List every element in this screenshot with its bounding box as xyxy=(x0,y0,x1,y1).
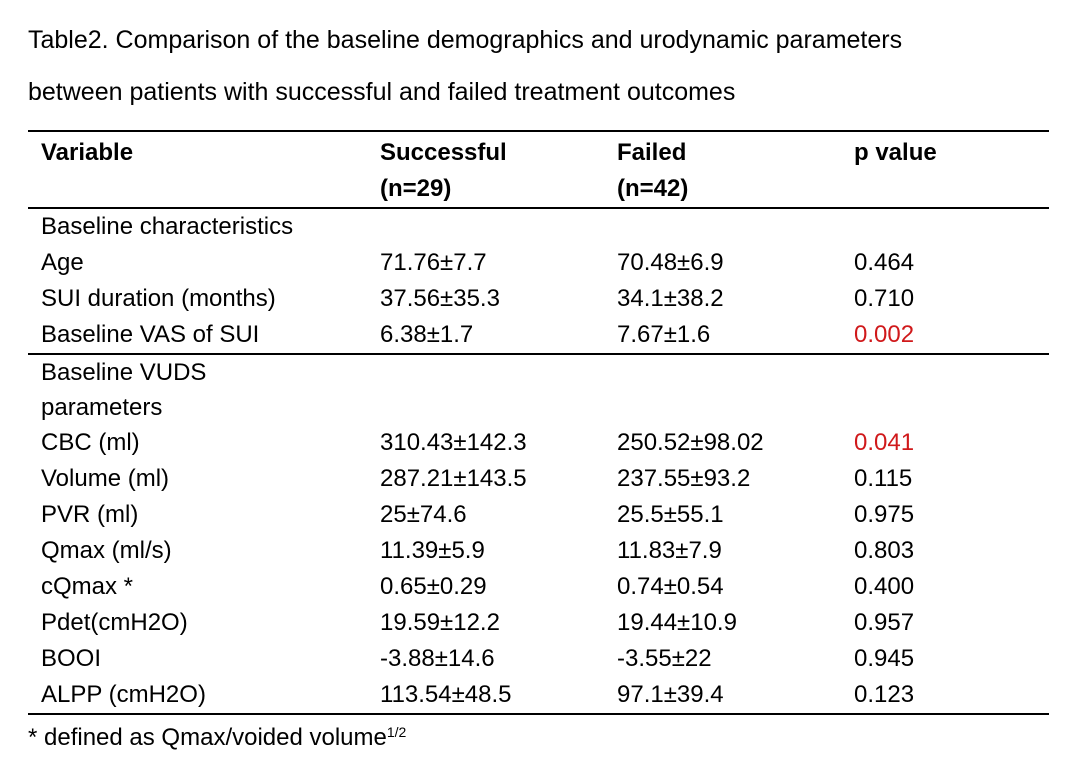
cell-failed: 237.55±93.2 xyxy=(617,465,751,492)
header-failed: Failed (n=42) xyxy=(617,139,689,202)
cell-p-value: 0.115 xyxy=(854,465,913,492)
cell-p-value: 0.464 xyxy=(854,249,915,276)
empty-cell xyxy=(604,354,841,425)
cell-variable: Qmax (ml/s) xyxy=(41,537,172,564)
cell-p-value: 0.710 xyxy=(854,285,915,312)
cell-p-value: 0.123 xyxy=(854,681,915,708)
table-row: cQmax * 0.65±0.29 0.74±0.54 0.400 xyxy=(28,569,1049,605)
cell-variable: CBC (ml) xyxy=(41,429,140,456)
cell-successful: 310.43±142.3 xyxy=(380,429,527,456)
cell-failed: 11.83±7.9 xyxy=(617,537,722,564)
cell-p-value-significant: 0.002 xyxy=(854,321,915,348)
table-row: Age 71.76±7.7 70.48±6.9 0.464 xyxy=(28,245,1049,281)
cell-successful: 6.38±1.7 xyxy=(380,321,474,348)
cell-p-value: 0.975 xyxy=(854,501,915,528)
group-title-baseline-characteristics: Baseline characteristics xyxy=(41,213,294,240)
caption-line-2: between patients with successful and fai… xyxy=(28,78,736,106)
cell-successful: 287.21±143.5 xyxy=(380,465,527,492)
cell-failed: 7.67±1.6 xyxy=(617,321,711,348)
cell-variable: Volume (ml) xyxy=(41,465,170,492)
cell-failed: 0.74±0.54 xyxy=(617,573,724,600)
cell-successful: 19.59±12.2 xyxy=(380,609,500,636)
cell-failed: -3.55±22 xyxy=(617,645,712,672)
group-title-row: Baseline VUDS parameters xyxy=(28,354,1049,425)
group-title-row: Baseline characteristics xyxy=(28,208,1049,245)
table-row: SUI duration (months) 37.56±35.3 34.1±38… xyxy=(28,281,1049,317)
cell-variable: Pdet(cmH2O) xyxy=(41,609,188,636)
footnote-text: * defined as Qmax/voided volume xyxy=(28,724,387,751)
footnote-superscript: 1/2 xyxy=(386,724,407,740)
cell-failed: 34.1±38.2 xyxy=(617,285,724,312)
cell-successful: 113.54±48.5 xyxy=(380,681,512,708)
cell-failed: 19.44±10.9 xyxy=(617,609,737,636)
cell-variable: ALPP (cmH2O) xyxy=(41,681,206,708)
table-caption: Table2. Comparison of the baseline demog… xyxy=(28,14,1058,118)
cell-variable: SUI duration (months) xyxy=(41,285,276,312)
table-row: Qmax (ml/s) 11.39±5.9 11.83±7.9 0.803 xyxy=(28,533,1049,569)
table-row: Baseline VAS of SUI 6.38±1.7 7.67±1.6 0.… xyxy=(28,317,1049,354)
cell-successful: 37.56±35.3 xyxy=(380,285,500,312)
cell-failed: 25.5±55.1 xyxy=(617,501,724,528)
cell-p-value: 0.400 xyxy=(854,573,915,600)
cell-failed: 97.1±39.4 xyxy=(617,681,724,708)
table-row: CBC (ml) 310.43±142.3 250.52±98.02 0.041 xyxy=(28,425,1049,461)
table-row: BOOI -3.88±14.6 -3.55±22 0.945 xyxy=(28,641,1049,677)
table-row: ALPP (cmH2O) 113.54±48.5 97.1±39.4 0.123 xyxy=(28,677,1049,714)
header-p-value: p value xyxy=(854,139,937,166)
empty-cell xyxy=(841,354,1049,425)
cell-p-value: 0.957 xyxy=(854,609,915,636)
cell-p-value: 0.945 xyxy=(854,645,915,672)
header-successful: Successful (n=29) xyxy=(380,139,507,202)
cell-variable: Baseline VAS of SUI xyxy=(41,321,260,348)
table-row: Volume (ml) 287.21±143.5 237.55±93.2 0.1… xyxy=(28,461,1049,497)
cell-successful: -3.88±14.6 xyxy=(380,645,495,672)
cell-successful: 11.39±5.9 xyxy=(380,537,485,564)
comparison-table: Variable Successful (n=29) Failed (n=42) p… xyxy=(28,130,1049,715)
cell-variable: PVR (ml) xyxy=(41,501,139,528)
group-title-baseline-vuds: Baseline VUDS parameters xyxy=(41,359,207,421)
caption-line-1: Table2. Comparison of the baseline demog… xyxy=(28,26,903,54)
cell-successful: 71.76±7.7 xyxy=(380,249,487,276)
cell-p-value-significant: 0.041 xyxy=(854,429,915,456)
header-row: Variable Successful (n=29) Failed (n=42) p… xyxy=(28,131,1049,208)
cell-successful: 25±74.6 xyxy=(380,501,467,528)
cell-failed: 250.52±98.02 xyxy=(617,429,764,456)
cell-variable: BOOI xyxy=(41,645,102,672)
table-row: Pdet(cmH2O) 19.59±12.2 19.44±10.9 0.957 xyxy=(28,605,1049,641)
footnote: * defined as Qmax/voided volume1/2 xyxy=(28,720,406,756)
table-row: PVR (ml) 25±74.6 25.5±55.1 0.975 xyxy=(28,497,1049,533)
cell-successful: 0.65±0.29 xyxy=(380,573,487,600)
header-variable: Variable xyxy=(41,139,134,166)
cell-failed: 70.48±6.9 xyxy=(617,249,724,276)
cell-variable: Age xyxy=(41,249,84,276)
empty-cell xyxy=(367,354,604,425)
cell-p-value: 0.803 xyxy=(854,537,915,564)
cell-variable: cQmax * xyxy=(41,573,134,600)
